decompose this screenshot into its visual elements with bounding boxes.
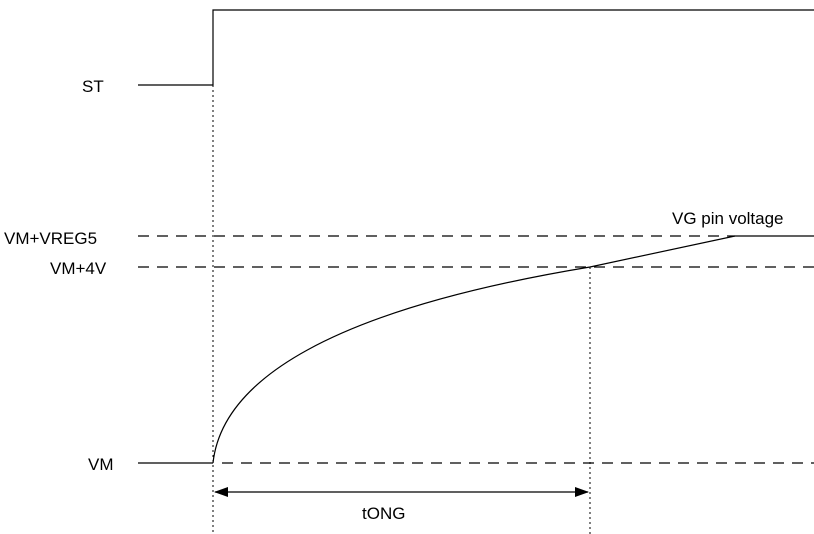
st-label: ST: [82, 77, 104, 96]
vm-vreg5-label: VM+VREG5: [4, 229, 97, 248]
vm-4v-label: VM+4V: [50, 259, 107, 278]
vg-pin-voltage-label: VG pin voltage: [672, 209, 784, 228]
tong-label: tONG: [362, 504, 405, 523]
vg-pin-voltage-curve: [212, 235, 814, 464]
vm-label: VM: [88, 455, 114, 474]
st-waveform: [138, 9, 814, 86]
